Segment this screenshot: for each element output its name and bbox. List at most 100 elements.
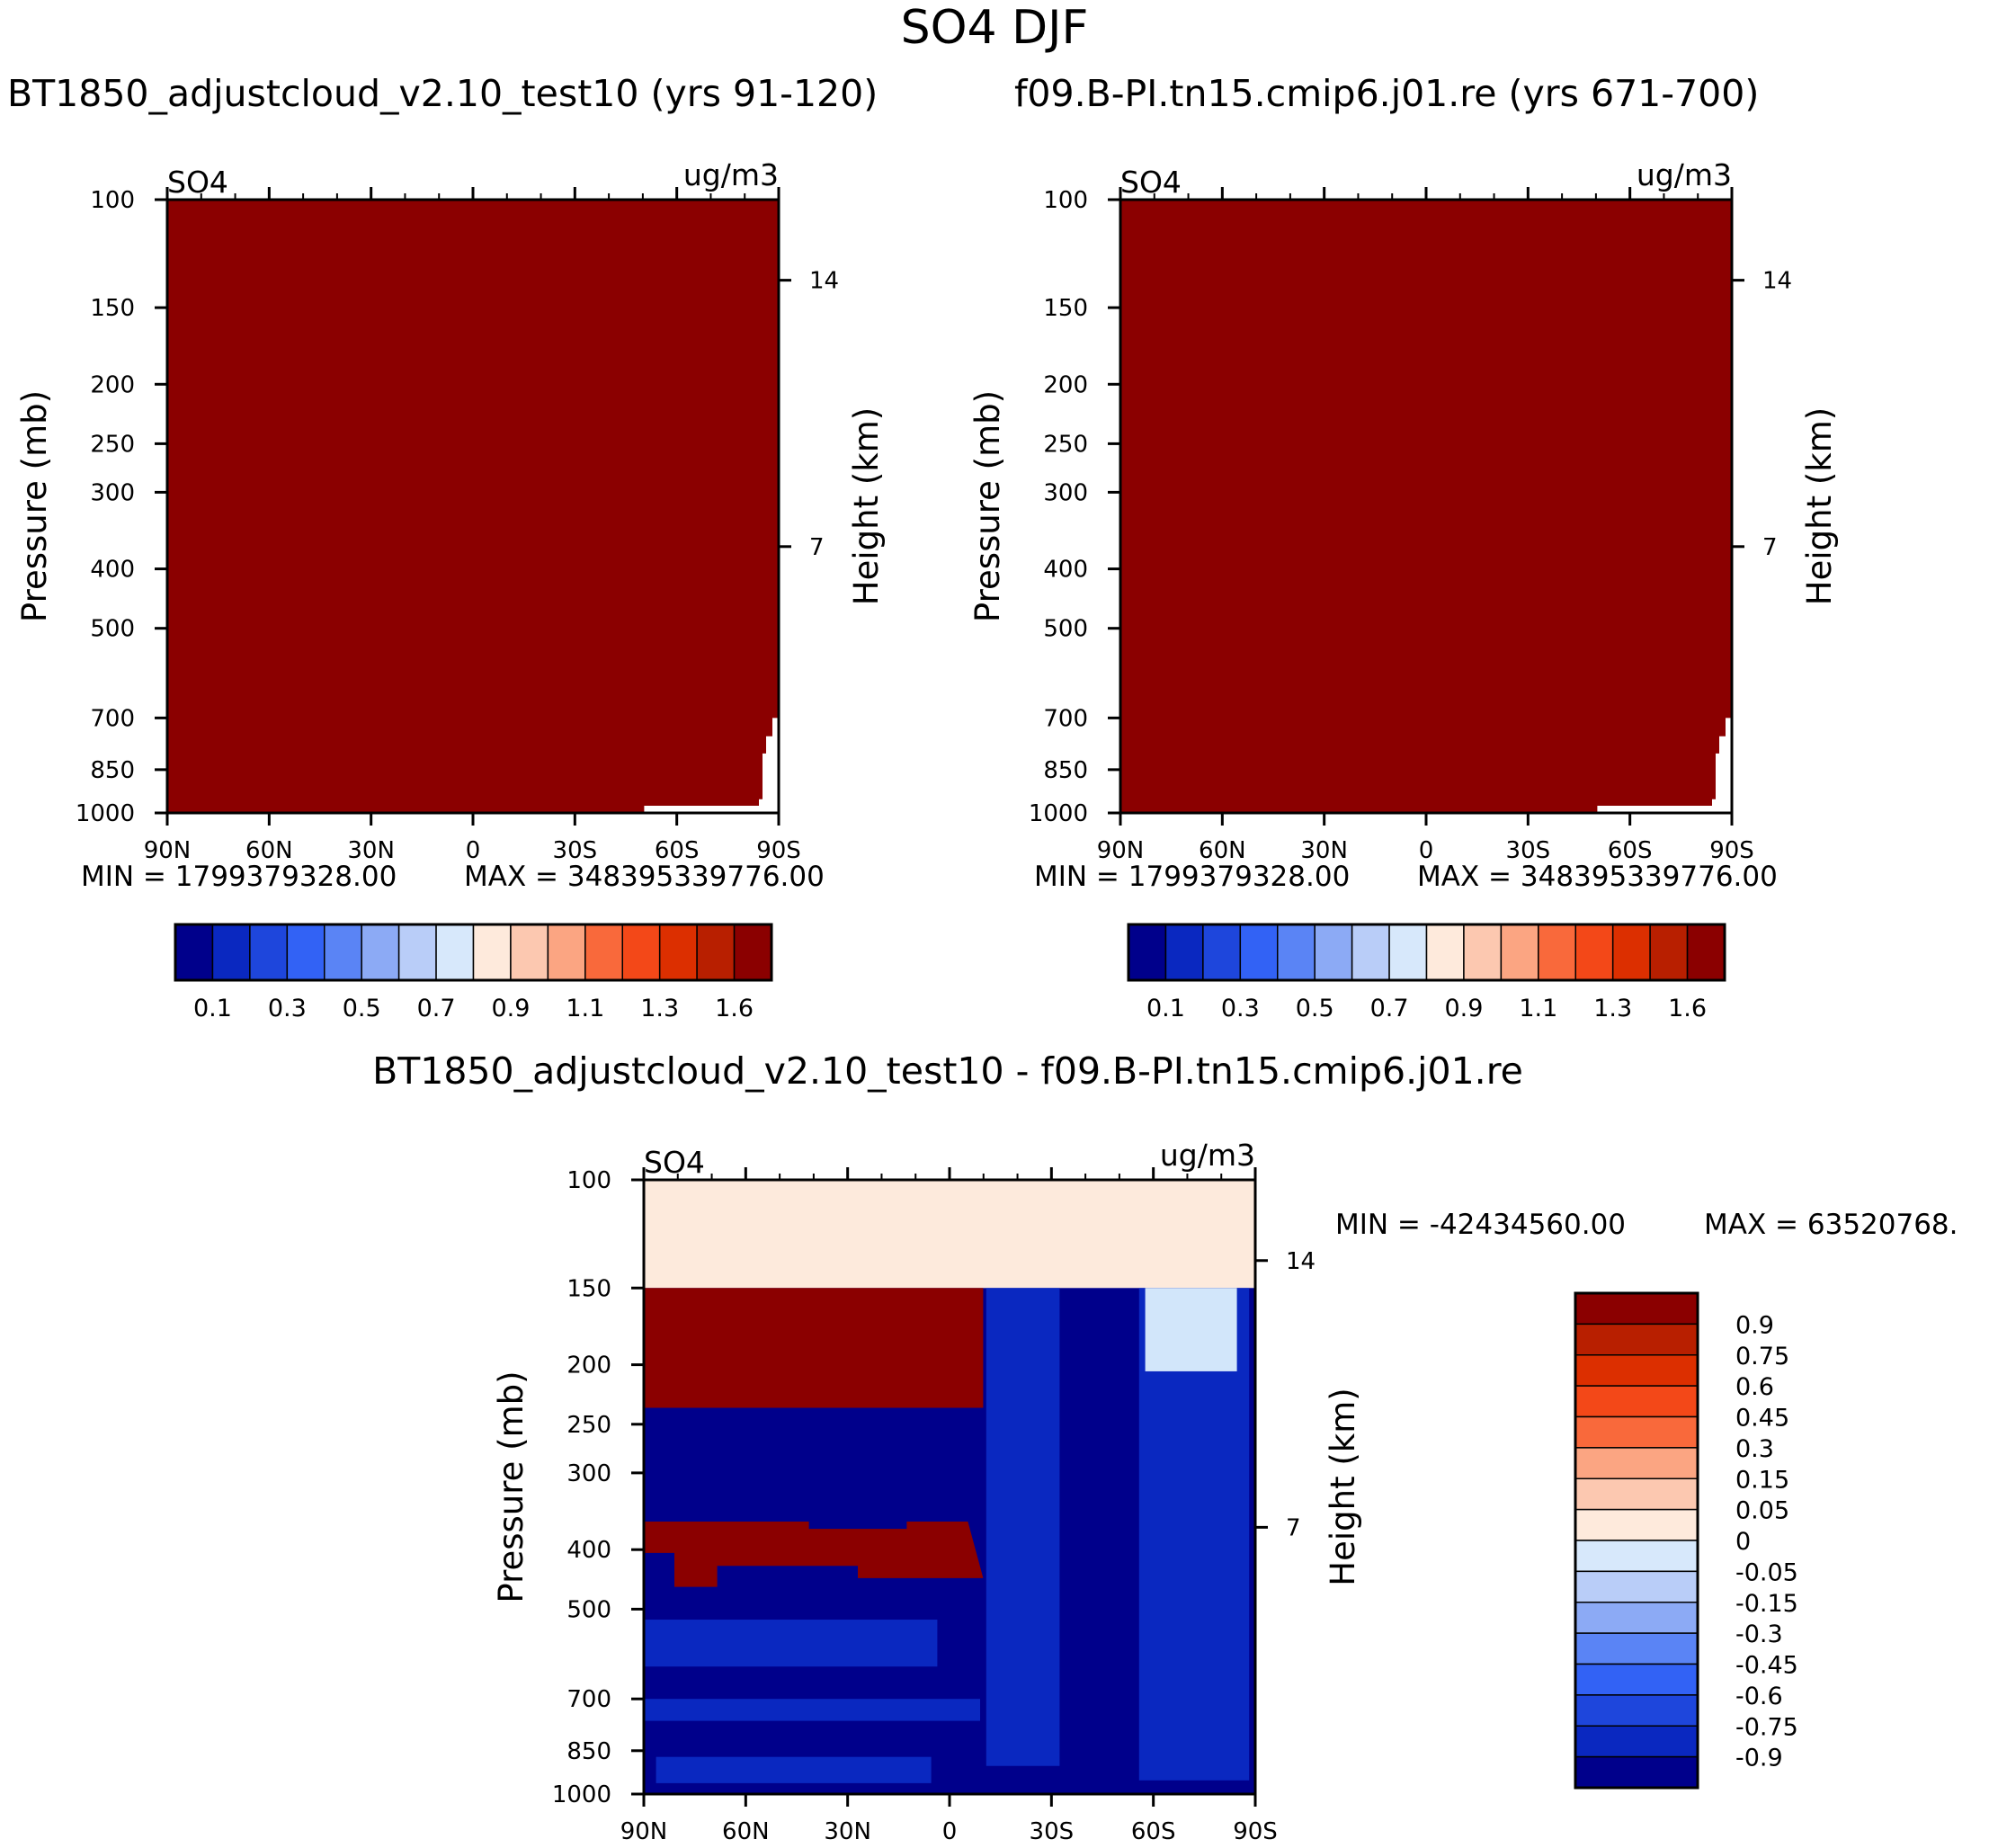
contour-fill [1120,200,1732,813]
colorbar-label: -0.75 [1735,1713,1798,1741]
colorbar-box [1202,924,1242,981]
y-tick-label: 200 [90,371,135,398]
colorbar-box [1574,1663,1699,1696]
colorbar-label: 0.45 [1735,1405,1789,1433]
colorbar-box [286,924,326,981]
colorbar-label: 0.3 [1221,995,1260,1022]
colorbar-label: 1.1 [566,995,604,1022]
contour-fill [167,200,779,813]
colorbar-label: 0.1 [1146,995,1185,1022]
colorbar-box [1128,924,1167,981]
figure-title: SO4 DJF [901,1,1089,55]
y2-tick-label: 7 [1762,534,1778,561]
x-tick-label: 0 [942,1818,958,1845]
colorbar-label: 1.1 [1519,995,1557,1022]
y-tick-label: 500 [90,616,135,643]
x-tick-label: 30N [347,837,395,864]
y-tick-label: 300 [90,479,135,506]
colorbar-label: 0.9 [1444,995,1483,1022]
colorbar-box [324,924,362,981]
x-tick-label: 0 [466,837,481,864]
y-tick-label: 150 [90,295,135,322]
max-text: MAX = 348395339776.00 [464,861,825,893]
y-tick-label: 150 [566,1275,611,1302]
y-tick-label: 850 [90,757,135,784]
colorbar-label: 0.75 [1735,1343,1789,1370]
min-text: MIN = -42434560.00 [1335,1209,1626,1241]
colorbar-box [510,924,549,981]
x-tick-label: 90S [756,837,801,864]
colorbar-box [547,924,586,981]
x-tick-label: 90S [1233,1818,1278,1845]
variable-label: SO4 [1120,165,1182,200]
colorbar-box [1239,924,1279,981]
x-tick-label: 30S [1506,837,1551,864]
units-label: ug/m3 [683,157,779,192]
contour-fill-negative-small [1145,1288,1237,1371]
x-tick-label: 90N [620,1818,668,1845]
colorbar-box [1425,924,1465,981]
colorbar-box [1649,924,1689,981]
x-tick-label: 90N [144,837,192,864]
colorbar-frame [1574,1291,1699,1790]
y-tick-label: 1000 [552,1781,611,1808]
colorbar-box [1574,1540,1699,1573]
colorbar-label: 1.6 [1668,995,1707,1022]
colorbar-label: 0.6 [1735,1373,1774,1401]
contour-fill-negative-moderate [644,1620,938,1667]
colorbar-box [1574,1694,1699,1727]
panel-title: BT1850_adjustcloud_v2.10_test10 (yrs 91-… [7,72,878,115]
y-tick-label: 100 [566,1167,611,1194]
min-text: MIN = 1799379328.00 [81,861,397,893]
y-tick-label: 250 [1043,431,1088,458]
colorbar-label: -0.45 [1735,1652,1798,1680]
colorbar-box [1314,924,1353,981]
colorbar-frame [1127,923,1726,982]
contour-fill-negative-moderate [986,1288,1060,1766]
y-tick-label: 300 [1043,479,1088,506]
colorbar-box [1500,924,1539,981]
x-tick-label: 30S [1030,1818,1075,1845]
panel-title: BT1850_adjustcloud_v2.10_test10 - f09.B-… [372,1049,1523,1093]
colorbar-box [733,924,772,981]
variable-label: SO4 [644,1145,705,1180]
y2-axis-title: Height (km) [1800,407,1839,605]
colorbar-label: 0 [1735,1528,1751,1556]
y2-axis-title: Height (km) [1324,1388,1362,1585]
colorbar-label: 0.9 [1735,1311,1774,1339]
colorbar-box [1574,1508,1699,1541]
panel-difference: BT1850_adjustcloud_v2.10_test10 - f09.B-… [372,1049,1958,1845]
max-text: MAX = 348395339776.00 [1417,861,1778,893]
x-tick-label: 30S [553,837,598,864]
max-text: MAX = 63520768. [1704,1209,1958,1241]
x-tick-label: 60S [1131,1818,1176,1845]
colorbar-box [1463,924,1503,981]
colorbar-label: 0.7 [417,995,456,1022]
panel-title: f09.B-PI.tn15.cmip6.j01.re (yrs 671-700) [1014,72,1759,115]
colorbar-label: 1.3 [640,995,679,1022]
y-axis-title: Pressure (mb) [15,390,54,622]
x-tick-label: 0 [1419,837,1434,864]
y-tick-label: 400 [90,557,135,584]
colorbar-box [1574,1755,1699,1789]
colorbar-box [1574,1385,1699,1418]
variable-label: SO4 [167,165,228,200]
colorbar-label: -0.15 [1735,1590,1798,1618]
colorbar-box [211,924,251,981]
colorbar-box [1574,1447,1699,1479]
colorbar-label: -0.9 [1735,1745,1783,1772]
colorbar-label: 0.9 [491,995,530,1022]
units-label: ug/m3 [1160,1138,1255,1173]
panel-pi-control: f09.B-PI.tn15.cmip6.j01.re (yrs 671-700)… [968,72,1839,1022]
colorbar-box [1538,924,1576,981]
contour-fill-positive [644,1288,984,1408]
colorbar-label: -0.3 [1735,1620,1783,1648]
x-tick-label: 60N [1199,837,1246,864]
contour-fill-negative-moderate [644,1699,980,1721]
colorbar-box [361,924,400,981]
colorbar-box [1574,1323,1699,1356]
colorbar-label: 0.3 [268,995,307,1022]
y-tick-label: 400 [566,1537,611,1564]
colorbar-box [1574,1570,1699,1603]
colorbar-label: 0.5 [343,995,381,1022]
